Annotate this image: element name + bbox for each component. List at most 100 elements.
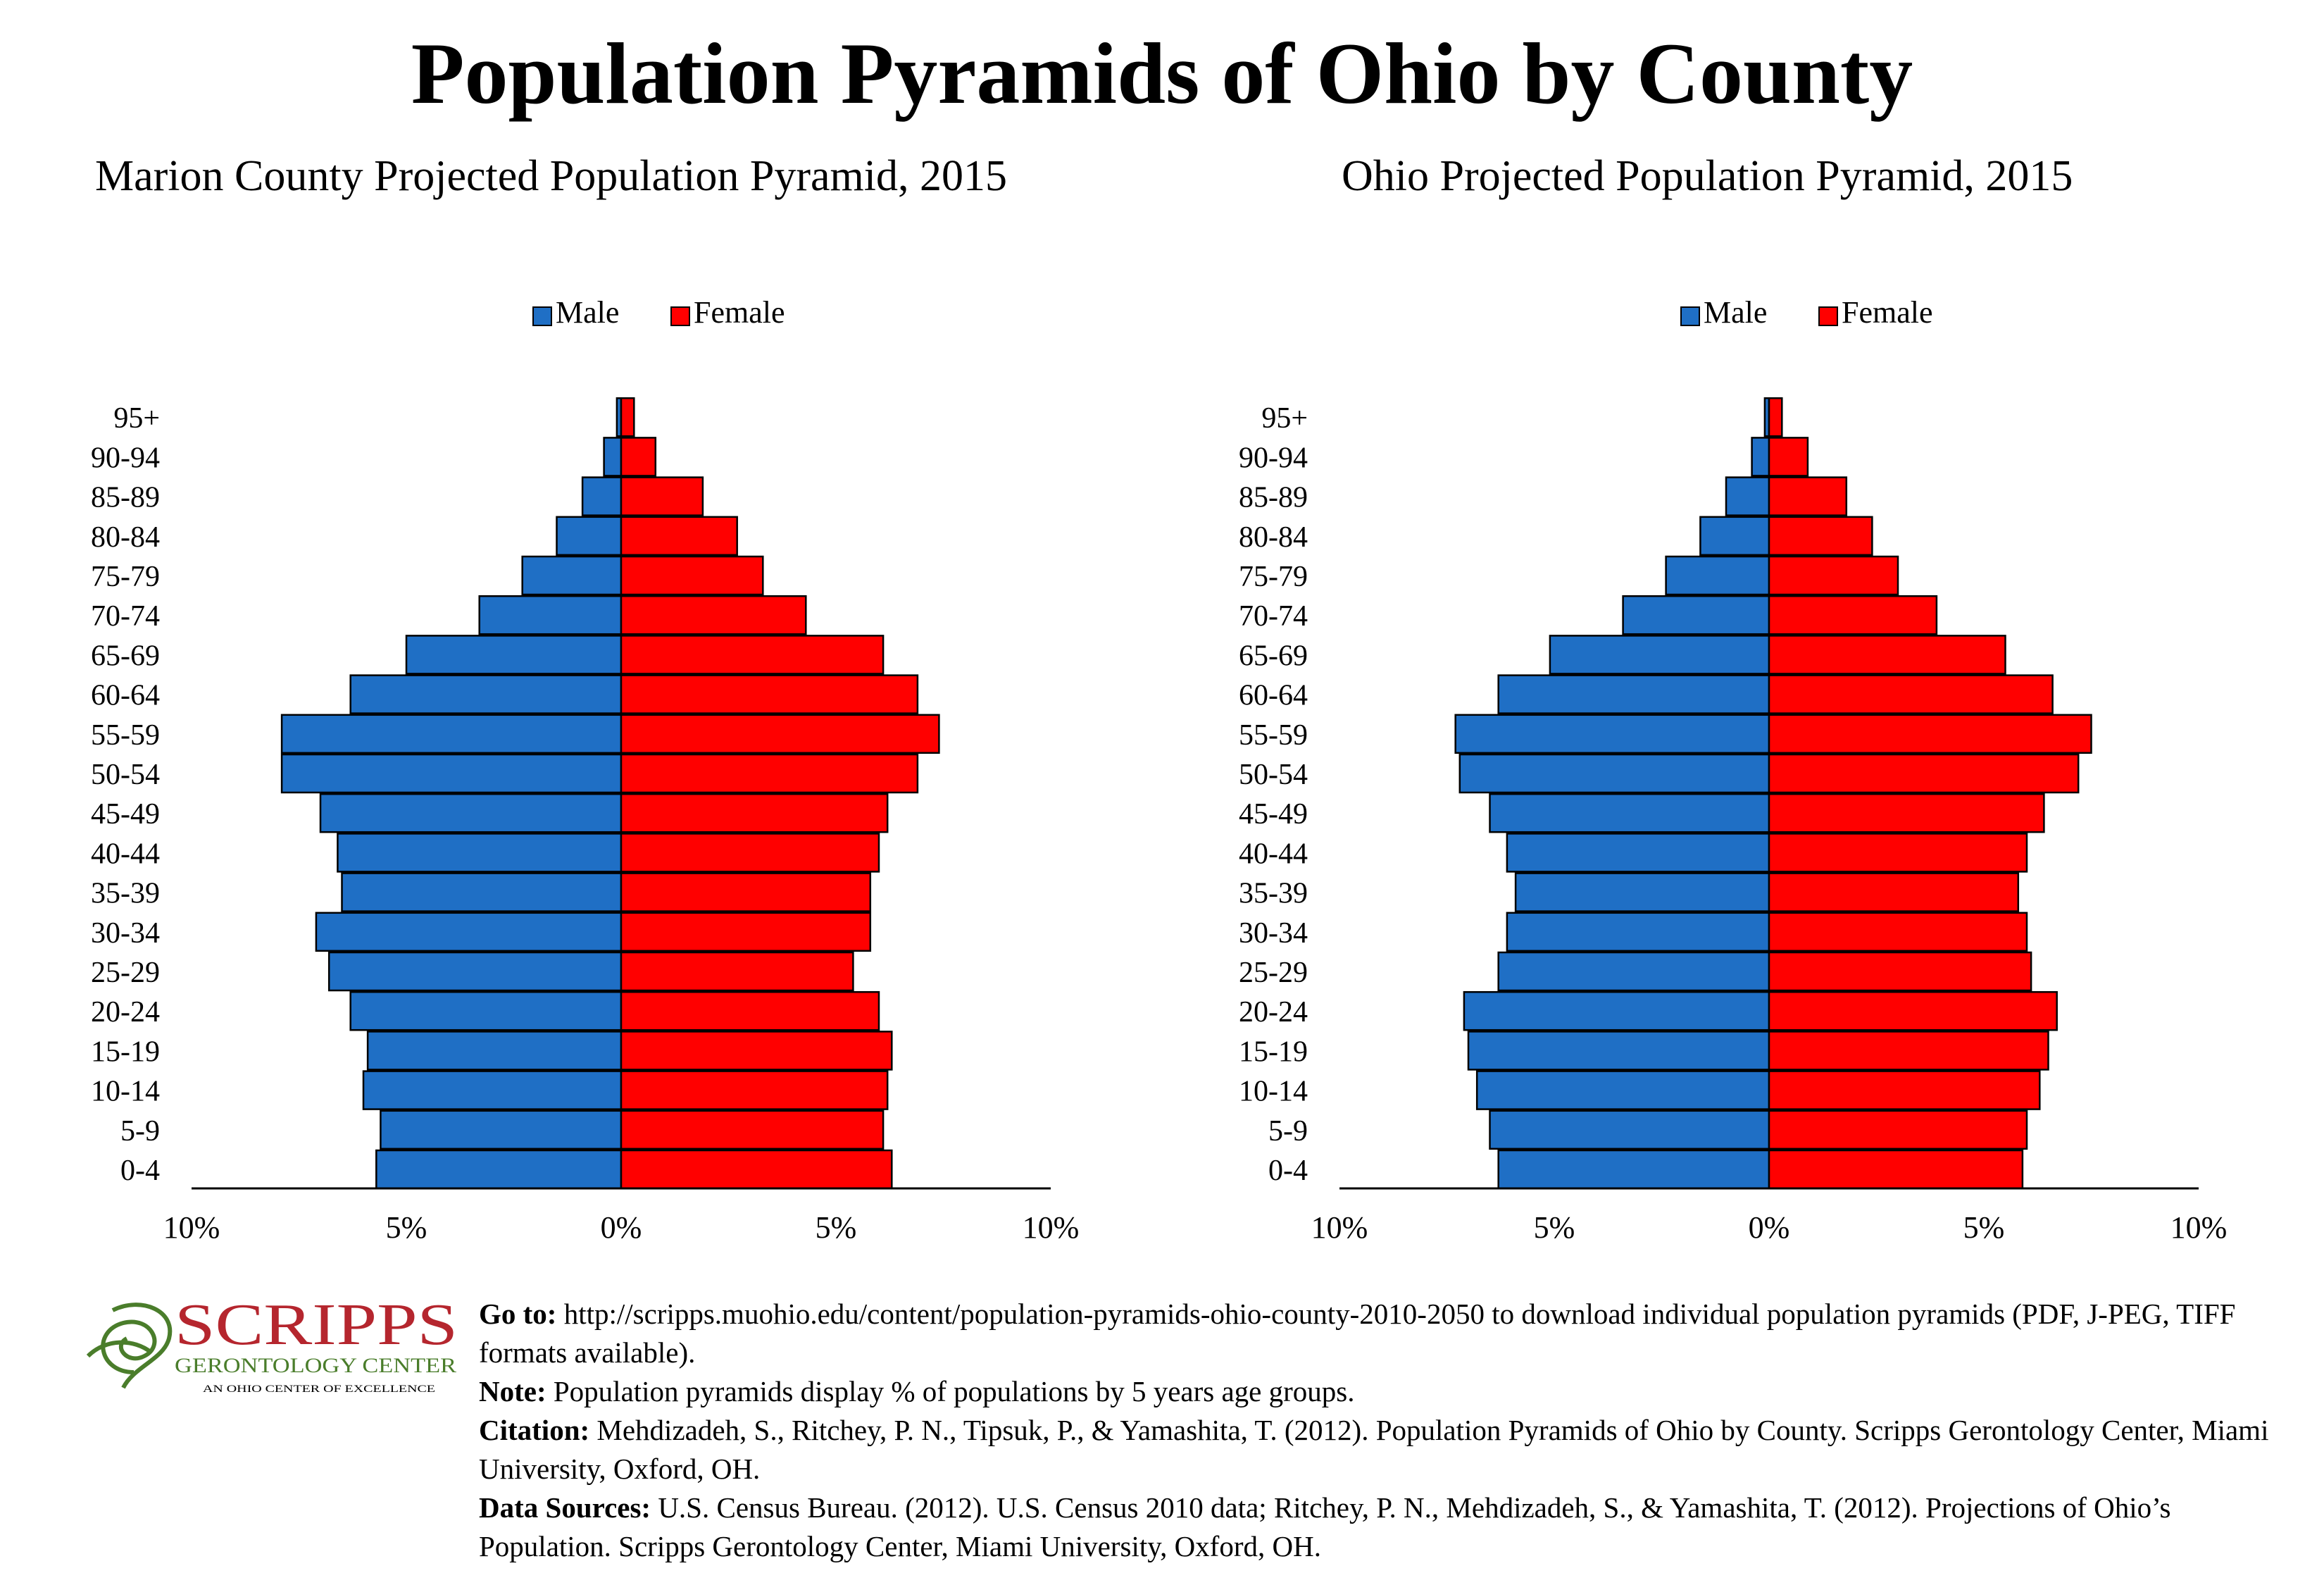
age-label: 85-89	[91, 482, 160, 514]
bar-male-65-69	[405, 635, 623, 675]
age-label: 0-4	[1268, 1155, 1308, 1187]
bar-female-35-39	[1768, 872, 2020, 912]
chart-ohio: Ohio Projected Population Pyramid, 2015 …	[1190, 148, 2317, 1268]
footer-goto-link[interactable]: http://scripps.muohio.edu/content/popula…	[479, 1298, 2236, 1369]
bar-female-65-69	[1768, 635, 2006, 675]
bar-male-35-39	[341, 872, 623, 912]
legend-label-male: Male	[556, 295, 619, 330]
logo-tagline: AN OHIO CENTER OF EXCELLENCE	[203, 1384, 435, 1395]
bar-female-25-29	[1768, 951, 2032, 992]
age-label: 0-4	[120, 1155, 160, 1187]
bar-male-65-69	[1549, 635, 1770, 675]
bar-male-45-49	[319, 792, 623, 833]
age-label: 85-89	[1239, 482, 1308, 514]
bar-female-15-19	[1768, 1031, 2049, 1071]
pyramid-plot: Male Female 0-4 5-9 10-14 15-19 20-24 25-29 30-3…	[91, 295, 1079, 1245]
bar-male-85-89	[581, 476, 623, 516]
age-label: 50-54	[91, 759, 160, 791]
bar-female-85-89	[620, 476, 704, 516]
legend: Male Female	[532, 295, 785, 330]
age-label: 75-79	[91, 561, 160, 593]
bar-female-30-34	[1768, 912, 2028, 952]
bar-female-10-14	[620, 1070, 889, 1110]
bar-female-40-44	[1768, 833, 2028, 873]
logo-name: SCRIPPS	[175, 1292, 458, 1357]
footer-note: Note: Population pyramids display % of p…	[479, 1375, 1355, 1407]
x-tick-label: 0%	[601, 1210, 642, 1245]
bar-female-60-64	[620, 674, 919, 714]
bar-female-10-14	[1768, 1070, 2041, 1110]
bar-male-10-14	[362, 1070, 623, 1110]
bar-male-50-54	[1458, 753, 1770, 794]
bar-female-35-39	[620, 872, 872, 912]
legend: Male Female	[1680, 295, 1933, 330]
legend-swatch-female	[670, 306, 690, 326]
age-label: 60-64	[1239, 680, 1308, 712]
age-label: 35-39	[91, 878, 160, 910]
legend-label-female: Female	[1842, 295, 1933, 330]
bar-female-5-9	[620, 1110, 885, 1150]
age-label: 65-69	[91, 640, 160, 672]
age-label: 50-54	[1239, 759, 1308, 791]
bar-female-20-24	[620, 990, 880, 1031]
age-label: 90-94	[91, 442, 160, 474]
age-label: 10-14	[1239, 1076, 1308, 1108]
footer-goto: Go to: http://scripps.muohio.edu/content…	[479, 1298, 2236, 1369]
age-label: 35-39	[1239, 878, 1308, 910]
age-label: 80-84	[91, 521, 160, 554]
bar-female-85-89	[1768, 476, 1848, 516]
bar-male-90-94	[1751, 437, 1770, 477]
age-label: 25-29	[91, 957, 160, 989]
bar-male-90-94	[603, 437, 623, 477]
legend-label-female: Female	[694, 295, 785, 330]
age-label: 30-34	[91, 917, 160, 950]
bar-male-75-79	[521, 555, 623, 596]
bar-female-20-24	[1768, 990, 2058, 1031]
bar-female-0-4	[1768, 1149, 2024, 1190]
age-label: 5-9	[1268, 1115, 1308, 1148]
bar-female-45-49	[1768, 792, 2045, 833]
bar-female-55-59	[1768, 714, 2092, 754]
footer-citation: Citation: Mehdizadeh, S., Ritchey, P. N.…	[479, 1414, 2269, 1485]
bar-male-50-54	[280, 753, 623, 794]
age-label: 55-59	[1239, 719, 1308, 752]
age-label: 20-24	[91, 996, 160, 1028]
age-label: 45-49	[1239, 798, 1308, 831]
bar-female-80-84	[620, 516, 738, 557]
bar-male-25-29	[327, 951, 623, 992]
x-tick-label: 5%	[816, 1210, 857, 1245]
age-label: 20-24	[1239, 996, 1308, 1028]
bar-male-75-79	[1665, 555, 1770, 596]
age-label: 30-34	[1239, 917, 1308, 950]
age-label: 80-84	[1239, 521, 1308, 554]
bar-male-20-24	[349, 990, 623, 1031]
bar-female-50-54	[620, 753, 919, 794]
age-label: 5-9	[120, 1115, 160, 1148]
bar-male-70-74	[478, 595, 623, 635]
scripps-logo: SCRIPPS GERONTOLOGY CENTER AN OHIO CENTE…	[86, 1292, 458, 1395]
age-label: 15-19	[91, 1036, 160, 1068]
bar-male-20-24	[1463, 990, 1770, 1031]
bar-female-5-9	[1768, 1110, 2028, 1150]
age-label: 45-49	[91, 798, 160, 831]
age-label: 15-19	[1239, 1036, 1308, 1068]
bar-female-80-84	[1768, 516, 1873, 557]
bar-male-10-14	[1475, 1070, 1770, 1110]
bar-male-45-49	[1489, 792, 1770, 833]
bar-female-90-94	[1768, 437, 1809, 477]
x-tick-label: 10%	[1311, 1210, 1368, 1245]
bar-female-15-19	[620, 1031, 893, 1071]
footer-notes: Go to: http://scripps.muohio.edu/content…	[479, 1295, 2303, 1566]
bar-female-25-29	[620, 951, 854, 992]
x-tick-label: 5%	[1534, 1210, 1575, 1245]
bar-female-95+	[620, 397, 635, 437]
age-label: 40-44	[1239, 838, 1308, 870]
age-label: 90-94	[1239, 442, 1308, 474]
bar-male-15-19	[366, 1031, 623, 1071]
bar-female-75-79	[620, 555, 764, 596]
bar-male-55-59	[1454, 714, 1770, 754]
bar-female-75-79	[1768, 555, 1899, 596]
main-title: Population Pyramids of Ohio by County	[411, 25, 1913, 122]
bar-male-60-64	[349, 674, 623, 714]
age-label: 55-59	[91, 719, 160, 752]
